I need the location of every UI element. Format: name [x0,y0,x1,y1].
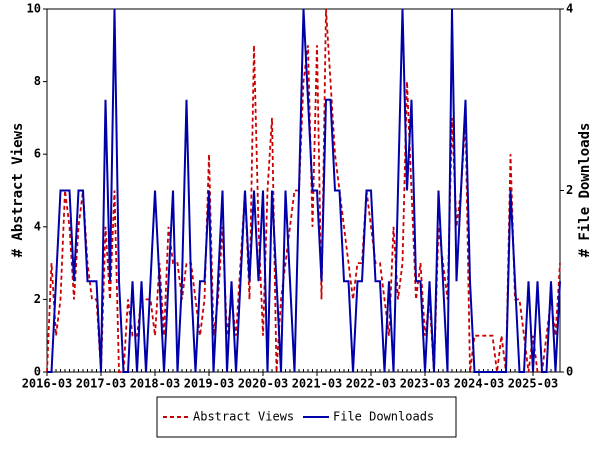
x-tick-label: 2023-03 [400,377,451,391]
y-tick-label: 10 [27,2,41,16]
x-tick-label: 2019-03 [184,377,235,391]
x-tick-label: 2020-03 [238,377,289,391]
y-tick-label: 4 [34,219,41,233]
legend-label: Abstract Views [193,410,294,424]
x-tick-label: 2021-03 [292,377,343,391]
y2-tick-label: 2 [566,183,573,197]
x-tick-label: 2025-03 [508,377,559,391]
y-tick-label: 8 [34,74,41,88]
y2-tick-label: 4 [566,2,573,16]
x-tick-label: 2022-03 [346,377,397,391]
x-tick-label: 2024-03 [454,377,505,391]
y-tick-label: 0 [34,365,41,379]
y-axis-label: # Abstract Views [10,123,26,258]
series-line [47,8,561,373]
x-tick-label: 2016-03 [22,377,73,391]
x-tick-label: 2017-03 [76,377,127,391]
plot-frame [46,8,561,373]
y-tick-label: 2 [34,292,41,306]
y2-tick-label: 0 [566,365,573,379]
series-line [46,8,561,373]
legend-label: File Downloads [333,410,434,424]
y-tick-label: 6 [34,147,41,161]
x-tick-label: 2018-03 [130,377,181,391]
y2-axis-label: # File Downloads [577,123,593,258]
